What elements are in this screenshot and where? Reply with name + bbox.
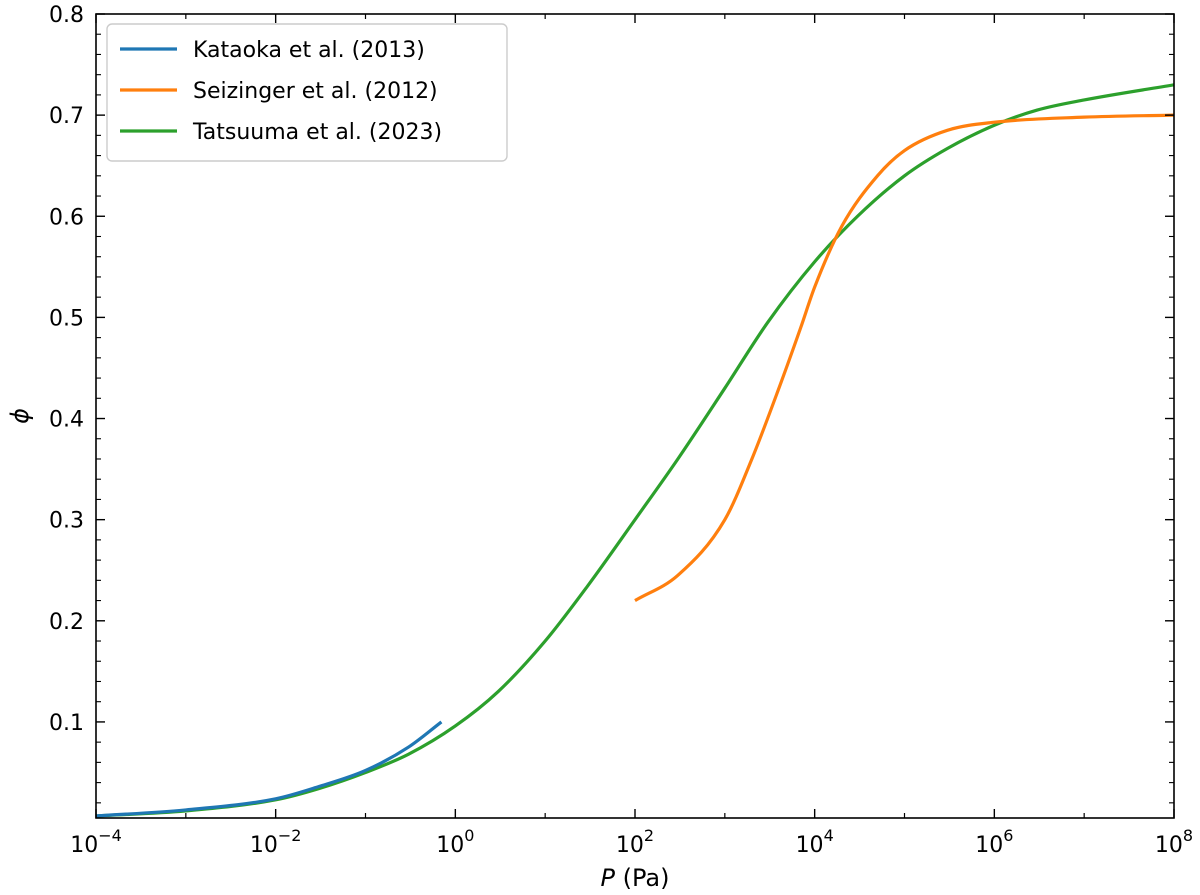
legend-box <box>106 23 508 162</box>
y-tick-label: 0.2 <box>49 610 84 635</box>
x-axis-label-unit: (Pa) <box>615 864 669 892</box>
series-line-2 <box>96 83 1174 818</box>
y-tick-label: 0.1 <box>49 711 84 736</box>
y-tick-label: 0.6 <box>49 205 84 230</box>
x-tick-label: 102 <box>616 826 654 858</box>
y-tick-label: 0.3 <box>49 509 84 534</box>
y-tick-label: 0.5 <box>49 306 84 331</box>
x-tick-label: 106 <box>975 826 1013 858</box>
legend-label: Kataoka et al. (2013) <box>193 38 425 63</box>
x-tick-label: 10−4 <box>70 826 122 858</box>
legend-label: Tatsuuma et al. (2023) <box>192 120 442 145</box>
y-tick-label: 0.4 <box>49 408 84 433</box>
y-tick-label: 0.7 <box>49 104 84 129</box>
series-line-0 <box>96 720 443 818</box>
x-tick-label: 10−2 <box>250 826 302 858</box>
y-axis-label: ϕ <box>6 408 34 424</box>
series-layer <box>96 83 1174 818</box>
legend-label: Seizinger et al. (2012) <box>193 79 438 104</box>
plot-frame <box>95 13 1175 819</box>
x-tick-label: 104 <box>796 826 834 858</box>
x-tick-label: 108 <box>1155 826 1193 858</box>
legend: Kataoka et al. (2013) Seizinger et al. (2… <box>106 23 508 162</box>
series-line-1 <box>634 113 1174 602</box>
ticks-layer: 10−4 10−2 100 102 104 106 108 0.1 0.2 0.3 0.4 0.5 0.… <box>49 3 1193 858</box>
x-axis-label-var: P <box>601 864 616 892</box>
y-tick-label: 0.8 <box>49 3 84 28</box>
x-tick-label: 100 <box>436 826 474 858</box>
x-axis-label: P (Pa) <box>601 864 670 892</box>
